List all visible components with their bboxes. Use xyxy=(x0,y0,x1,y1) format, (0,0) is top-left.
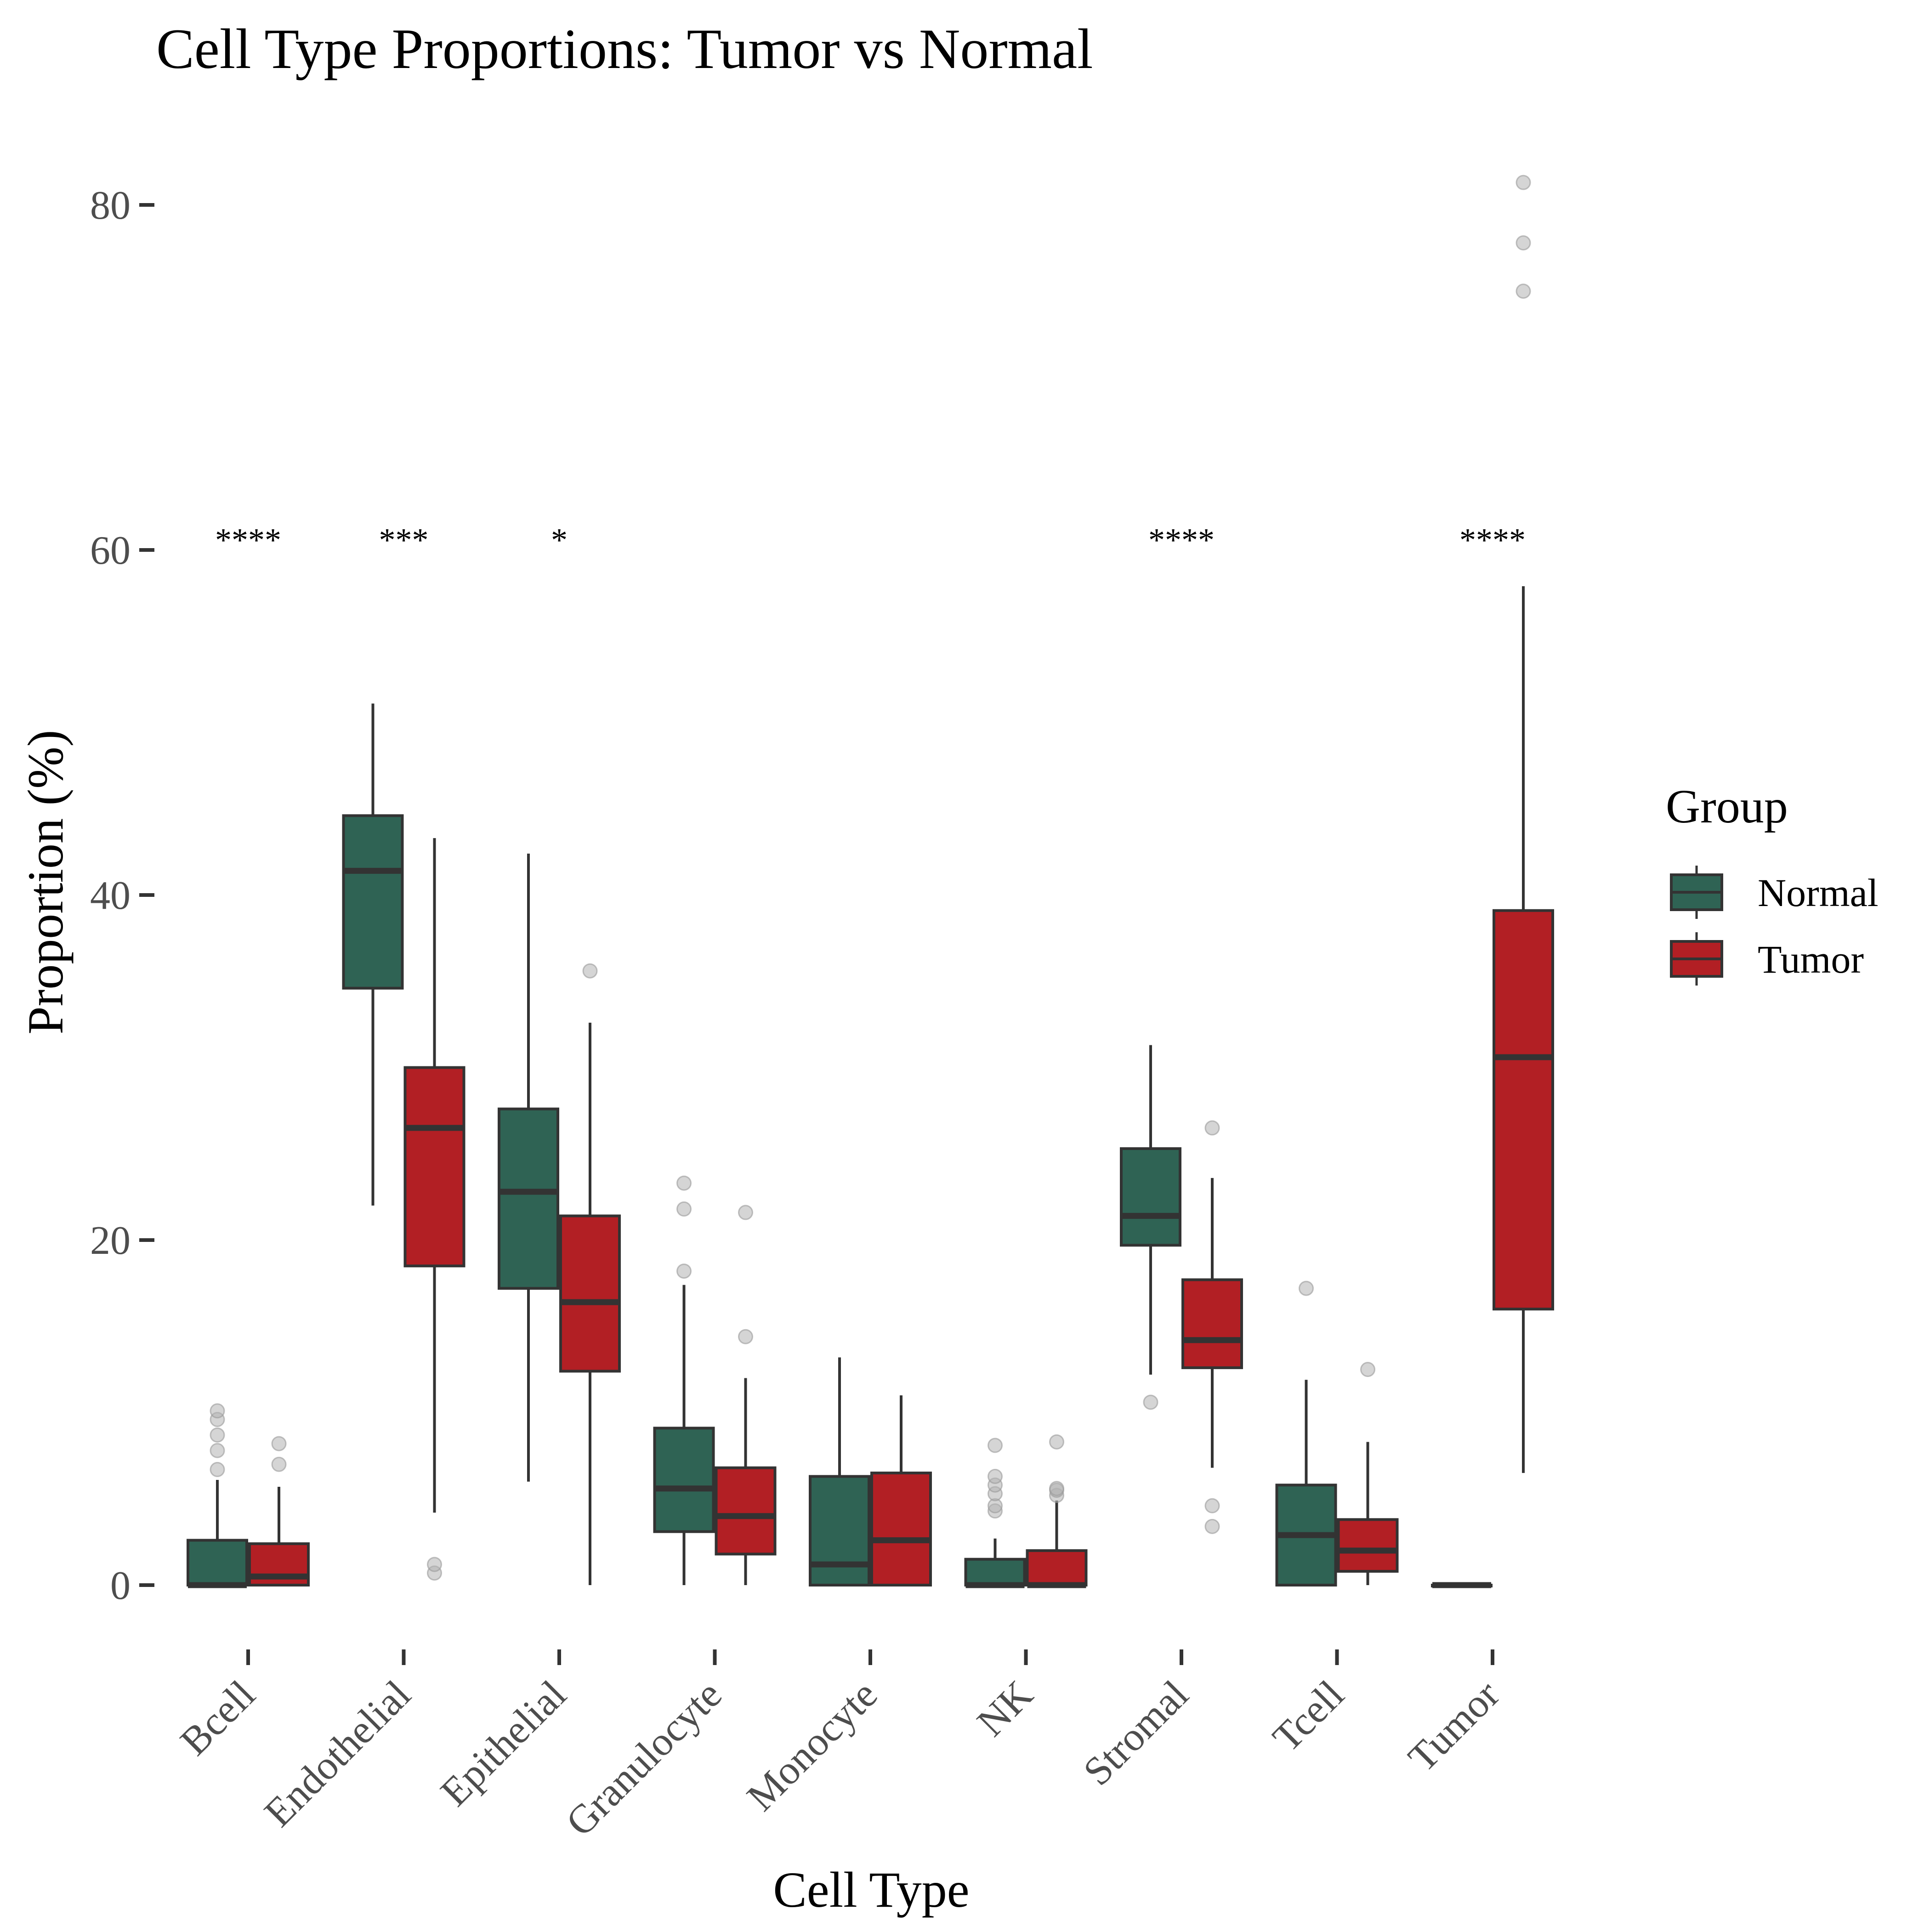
x-tick-label: Bcell xyxy=(172,1672,264,1764)
outlier-point xyxy=(1204,1498,1220,1513)
x-tick-label: Tcell xyxy=(1265,1672,1353,1761)
x-tick-label: Epithelial xyxy=(432,1672,575,1815)
box-body xyxy=(809,1475,870,1587)
box-tumor-bcell xyxy=(248,1436,310,1586)
box-tumor-endothelial xyxy=(403,838,465,1581)
outlier-point xyxy=(1204,1120,1220,1136)
box-body xyxy=(187,1539,248,1587)
box-body xyxy=(1337,1518,1399,1573)
significance-label: **** xyxy=(215,521,281,558)
box-body xyxy=(1120,1147,1181,1247)
legend-title: Group xyxy=(1666,780,1788,833)
outlier-point xyxy=(271,1436,287,1451)
box-body xyxy=(653,1427,715,1533)
y-tick-label: 0 xyxy=(110,1564,131,1608)
legend-label: Normal xyxy=(1758,871,1879,915)
x-tick-label: Endothelial xyxy=(256,1672,419,1836)
y-axis: 0 20 40 60 80 xyxy=(90,183,154,1608)
x-tick-label: Monocyte xyxy=(738,1672,886,1820)
outlier-point xyxy=(988,1468,1003,1484)
box-body xyxy=(870,1471,932,1587)
box-normal-endothelial xyxy=(342,703,404,1206)
box-body xyxy=(498,1107,559,1290)
outlier-point xyxy=(427,1557,442,1572)
box-tumor-tcell xyxy=(1337,1362,1399,1585)
significance-label: **** xyxy=(1148,521,1215,558)
plot-marks xyxy=(187,175,1554,1588)
outlier-point xyxy=(1299,1280,1314,1296)
box-tumor-tumor xyxy=(1493,175,1554,1473)
y-tick-label: 20 xyxy=(90,1218,131,1263)
y-tick-label: 60 xyxy=(90,528,131,573)
y-tick-label: 80 xyxy=(90,183,131,228)
outlier-point xyxy=(1516,235,1531,251)
box-normal-tumor xyxy=(1431,1582,1493,1588)
outlier-point xyxy=(1204,1518,1220,1534)
box-body xyxy=(403,1066,465,1268)
significance-label: *** xyxy=(379,521,429,558)
x-tick-label: Tumor xyxy=(1400,1672,1508,1781)
box-normal-bcell xyxy=(187,1403,248,1588)
x-tick-label: NK xyxy=(969,1672,1041,1745)
outlier-point xyxy=(1143,1394,1158,1410)
legend-item-tumor: Tumor xyxy=(1670,932,1864,986)
outlier-point xyxy=(1049,1481,1064,1496)
box-body xyxy=(1181,1278,1243,1369)
box-tumor-monocyte xyxy=(870,1395,932,1587)
box-body xyxy=(715,1466,777,1556)
x-tick-label: Granulocyte xyxy=(558,1672,731,1845)
x-axis-title: Cell Type xyxy=(773,1862,969,1918)
box-normal-epithelial xyxy=(498,853,559,1482)
legend-item-normal: Normal xyxy=(1670,866,1879,919)
outlier-point xyxy=(1516,283,1531,299)
box-tumor-nk xyxy=(1026,1434,1088,1588)
box-normal-tcell xyxy=(1275,1280,1337,1586)
significance-labels: **** *** * **** **** xyxy=(215,521,1526,558)
outlier-point xyxy=(738,1329,753,1344)
box-normal-stromal xyxy=(1120,1045,1181,1410)
outlier-point xyxy=(271,1456,287,1472)
box-body xyxy=(964,1558,1026,1587)
outlier-point xyxy=(676,1175,692,1191)
significance-label: * xyxy=(551,521,568,558)
outlier-point xyxy=(210,1427,225,1443)
legend-label: Tumor xyxy=(1758,937,1864,981)
x-tick-label: Stromal xyxy=(1075,1672,1198,1795)
legend: Group Normal Tumor xyxy=(1666,780,1879,986)
outlier-point xyxy=(582,963,598,979)
box-normal-granulocyte xyxy=(653,1175,715,1585)
outlier-point xyxy=(676,1263,692,1279)
box-body xyxy=(342,814,404,990)
outlier-point xyxy=(738,1205,753,1220)
box-tumor-stromal xyxy=(1181,1120,1243,1534)
outlier-point xyxy=(210,1403,225,1419)
box-body xyxy=(1026,1549,1088,1586)
box-normal-nk xyxy=(964,1438,1026,1588)
outlier-point xyxy=(1516,175,1531,190)
y-axis-title: Proportion (%) xyxy=(17,730,74,1035)
outlier-point xyxy=(210,1462,225,1477)
outlier-point xyxy=(210,1443,225,1458)
significance-label: **** xyxy=(1459,521,1526,558)
outlier-point xyxy=(1360,1362,1375,1377)
y-tick-label: 40 xyxy=(90,873,131,918)
outlier-point xyxy=(676,1201,692,1217)
outlier-point xyxy=(988,1438,1003,1453)
chart-title: Cell Type Proportions: Tumor vs Normal xyxy=(156,17,1093,80)
box-body xyxy=(559,1214,621,1373)
box-tumor-granulocyte xyxy=(715,1205,777,1585)
box-body xyxy=(1493,909,1554,1311)
outlier-point xyxy=(1049,1434,1064,1450)
box-normal-monocyte xyxy=(809,1357,870,1587)
box-tumor-epithelial xyxy=(559,963,621,1585)
